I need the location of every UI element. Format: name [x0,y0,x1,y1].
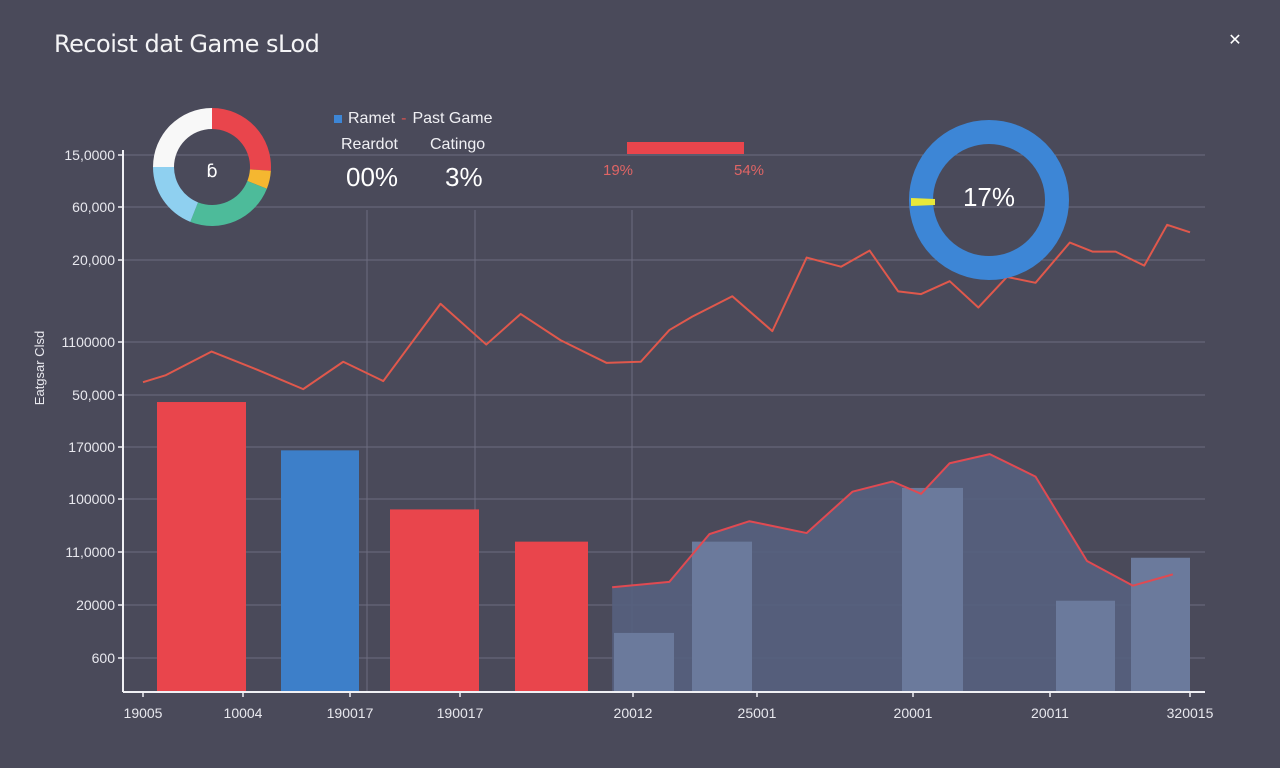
gauge-marker [911,198,935,206]
bars [157,402,1190,692]
bar [281,450,359,692]
stat-label-catingo: Catingo [430,136,486,153]
y-tick-label: 170000 [68,439,115,455]
donut-slice [153,167,199,222]
bar [515,541,588,692]
x-tick-label: 190017 [437,705,484,721]
y-axis-label: Eatgsar Clsd [32,331,47,405]
y-tick-label: 100000 [68,491,115,507]
donut-slice [247,169,271,189]
donut-slice [190,180,267,226]
x-tick-label: 190017 [327,705,374,721]
x-tick-label: 20001 [894,705,933,721]
y-tick-label: 11,0000 [65,544,115,560]
x-tick-label: 320015 [1167,705,1214,721]
bar [902,487,963,692]
range-high-label: 54% [734,162,765,179]
bar [1056,600,1115,692]
donut-slice [212,108,271,171]
x-tick-labels: 19005 10004 190017 190017 20012 25001 20001 200… [124,705,1214,721]
x-tick-label: 19005 [124,705,163,721]
y-tick-label: 20000 [76,597,115,613]
range-bar [627,142,744,154]
legend-label-b: Past Game [412,110,493,127]
line-series [142,223,1191,589]
x-tick-label: 25001 [738,705,777,721]
stat-label-reardot: Reardot [341,136,398,153]
legend-label-a: Ramet [348,110,396,127]
stat-value-reardot: 00% [346,162,399,192]
upper-line [142,223,1191,391]
y-tick-label: 50,000 [72,387,115,403]
bar [390,509,479,692]
y-tick-label: 60,000 [72,199,115,215]
y-tick-label: 1100000 [62,334,116,350]
y-tick-labels: 15,0000 60,000 20,000 1100000 50,000 170000 10… [62,147,116,666]
y-tick-label: 15,0000 [64,147,115,163]
x-tick-label: 20011 [1031,705,1069,721]
bar [614,632,674,692]
legend-separator: - [401,110,407,127]
area-series [612,454,1173,692]
bar [1131,557,1190,692]
bar [157,402,246,692]
donut-center-label: ɓ [206,161,217,182]
axes [118,150,1205,697]
y-tick-label: 20,000 [72,252,115,268]
gauge-center-label: 17% [963,182,1015,212]
close-icon[interactable]: ✕ [1228,32,1242,49]
y-tick-label: 600 [92,650,116,666]
stat-value-catingo: 3% [445,162,483,192]
area-line [612,453,1174,589]
area-fill [612,454,1173,692]
donut-chart [153,108,271,226]
donut-slice [153,108,212,167]
range-low-label: 19% [603,162,634,179]
legend-marker-icon [334,115,342,123]
x-tick-label: 10004 [224,705,263,721]
legend: Ramet - Past Game [334,110,492,128]
gauge-ring [909,120,1069,280]
x-tick-label: 20012 [614,705,653,721]
bar [692,541,752,692]
page-title: Recoist dat Game sLod [54,30,320,58]
